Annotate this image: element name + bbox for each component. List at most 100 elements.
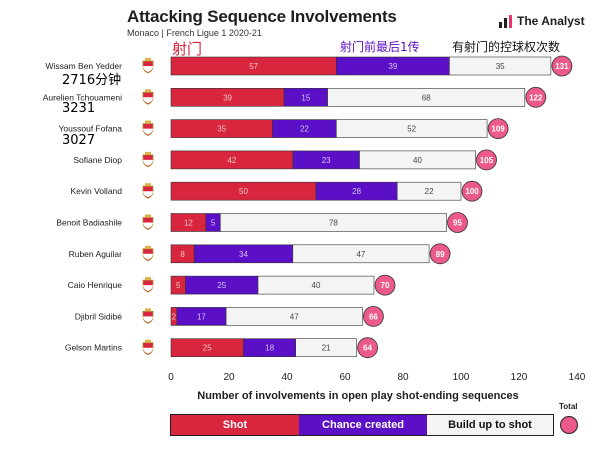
club-crest-icon	[142, 214, 154, 230]
build-up-segment	[359, 150, 476, 170]
total-value-label: 89	[436, 250, 445, 259]
build-up-segment	[335, 119, 488, 138]
player-name: Caio Henrique	[68, 280, 123, 290]
annotation-shot: 射门	[172, 40, 203, 58]
segment-value-label: 39	[388, 62, 397, 71]
segment-value-label: 68	[422, 93, 431, 102]
player-name: Youssouf Fofana	[59, 124, 123, 134]
annotation-player-note: 2716分钟	[62, 73, 122, 88]
player-name: Aurelien Tchouameni	[43, 92, 122, 102]
club-crest-icon	[142, 58, 154, 74]
annotation-player-note: 3231	[62, 101, 96, 116]
legend-chance-created: Chance created	[299, 415, 427, 435]
club-crest-icon	[142, 183, 154, 199]
segment-value-label: 28	[352, 187, 361, 196]
x-tick-label: 140	[569, 372, 586, 383]
total-marker	[476, 149, 497, 171]
x-tick-label: 40	[281, 372, 293, 383]
club-crest-icon	[142, 120, 154, 137]
total-value-label: 66	[369, 312, 378, 321]
x-axis-label: Number of involvements in open play shot…	[197, 390, 519, 402]
player-name: Kevin Volland	[70, 186, 122, 196]
x-tick-label: 20	[223, 372, 235, 383]
legend-total-dot	[560, 416, 578, 434]
x-tick-label: 100	[453, 372, 470, 383]
build-up-segment	[257, 275, 375, 295]
total-value-label: 131	[555, 62, 569, 71]
total-value-label: 64	[363, 344, 372, 353]
x-tick-label: 0	[168, 372, 174, 383]
total-value-label: 95	[453, 219, 462, 228]
player-name: Djibril Sidibé	[75, 311, 123, 321]
legend-build-up: Build up to shot	[427, 415, 553, 435]
segment-value-label: 25	[203, 344, 212, 353]
segment-value-label: 34	[239, 250, 248, 259]
club-crest-icon	[142, 245, 154, 262]
build-up-segment	[225, 307, 363, 326]
x-tick-label: 80	[397, 372, 409, 383]
segment-value-label: 35	[496, 62, 505, 71]
legend: Shot Chance created Build up to shot	[170, 414, 554, 436]
segment-value-label: 47	[356, 250, 365, 259]
club-crest-icon	[142, 277, 154, 293]
total-marker	[374, 274, 396, 296]
player-name: Ruben Aguilar	[69, 249, 123, 259]
total-marker	[461, 180, 483, 202]
legend-shot: Shot	[171, 415, 299, 435]
total-marker	[357, 337, 379, 359]
segment-value-label: 12	[184, 219, 193, 228]
total-marker	[525, 86, 547, 108]
total-marker	[362, 305, 384, 327]
total-value-label: 109	[491, 125, 505, 134]
player-name: Gelson Martins	[65, 343, 122, 353]
club-crest-icon	[142, 89, 154, 105]
brand-bars-icon	[499, 15, 512, 28]
segment-value-label: 2	[172, 312, 177, 321]
segment-value-label: 15	[301, 93, 310, 102]
annotation-chance: 射门前最后1传	[340, 40, 420, 54]
total-value-label: 100	[465, 187, 479, 196]
segment-value-label: 40	[312, 281, 321, 290]
build-up-segment	[295, 338, 357, 358]
segment-value-label: 40	[413, 156, 422, 165]
brand-logo: The Analyst	[499, 14, 591, 30]
build-up-segment	[327, 88, 526, 107]
player-name: Sofiane Diop	[73, 155, 122, 165]
player-name: Wissam Ben Yedder	[45, 61, 122, 71]
annotation-player-note: 3027	[62, 133, 96, 148]
club-crest-icon	[142, 339, 154, 356]
segment-value-label: 8	[180, 250, 185, 259]
build-up-segment	[396, 181, 462, 201]
segment-value-label: 39	[223, 93, 232, 102]
club-crest-icon	[142, 151, 154, 168]
build-up-segment	[449, 56, 552, 76]
segment-value-label: 5	[176, 281, 181, 290]
x-tick-label: 120	[511, 372, 528, 383]
segment-value-label: 78	[329, 219, 338, 228]
total-marker	[551, 55, 573, 77]
total-marker	[447, 212, 468, 233]
segment-value-label: 57	[249, 62, 258, 71]
total-value-label: 105	[480, 156, 494, 165]
segment-value-label: 25	[217, 281, 226, 290]
segment-value-label: 35	[217, 125, 226, 134]
annotation-build: 有射门的控球权次数	[452, 40, 561, 54]
total-value-label: 70	[381, 281, 390, 290]
segment-value-label: 21	[322, 344, 331, 353]
segment-value-label: 17	[197, 312, 206, 321]
segment-value-label: 18	[265, 344, 274, 353]
legend-total-label: Total	[559, 402, 578, 411]
chart-title: Attacking Sequence Involvements	[127, 7, 397, 26]
brand-name: The Analyst	[517, 14, 585, 28]
total-marker	[487, 118, 509, 140]
x-tick-label: 60	[339, 372, 351, 383]
build-up-segment	[220, 213, 447, 232]
segment-value-label: 52	[407, 125, 416, 134]
segment-value-label: 22	[425, 187, 434, 196]
segment-value-label: 23	[322, 156, 331, 165]
total-value-label: 122	[529, 93, 543, 102]
club-crest-icon	[142, 308, 154, 324]
total-marker	[429, 243, 451, 265]
segment-value-label: 22	[300, 125, 309, 134]
